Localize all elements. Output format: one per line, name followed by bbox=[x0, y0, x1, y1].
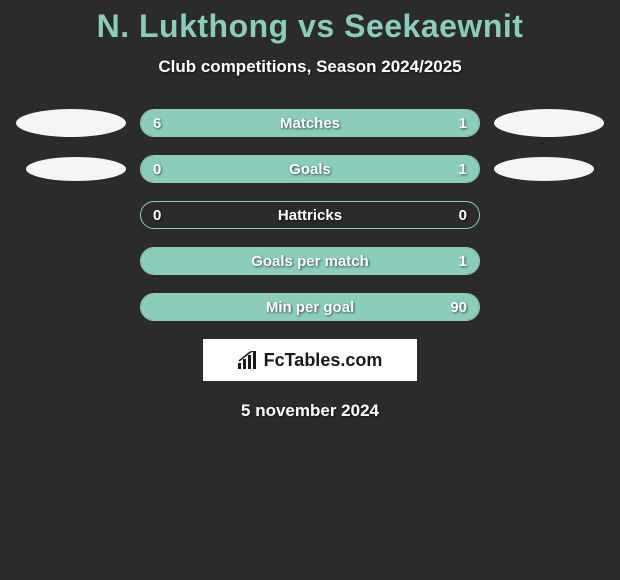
stat-row: 0Hattricks0 bbox=[0, 201, 620, 229]
chart-icon bbox=[238, 351, 260, 369]
page-title: N. Lukthong vs Seekaewnit bbox=[0, 8, 620, 45]
stat-bar: 0Goals1 bbox=[140, 155, 480, 183]
stat-bar: 6Matches1 bbox=[140, 109, 480, 137]
stat-value-right: 1 bbox=[459, 248, 467, 274]
stat-value-right: 1 bbox=[459, 156, 467, 182]
logo-box[interactable]: FcTables.com bbox=[203, 339, 417, 381]
stat-bar: Goals per match1 bbox=[140, 247, 480, 275]
stat-value-right: 90 bbox=[450, 294, 467, 320]
date-text: 5 november 2024 bbox=[0, 401, 620, 421]
player-left-badge bbox=[16, 109, 126, 137]
stat-label: Goals bbox=[141, 156, 479, 182]
subtitle: Club competitions, Season 2024/2025 bbox=[0, 57, 620, 77]
player-right-badge bbox=[494, 157, 594, 181]
stat-label: Hattricks bbox=[141, 202, 479, 228]
player-left-badge bbox=[26, 157, 126, 181]
stat-rows: 6Matches10Goals10Hattricks0Goals per mat… bbox=[0, 109, 620, 321]
stat-bar: 0Hattricks0 bbox=[140, 201, 480, 229]
stat-row: 0Goals1 bbox=[0, 155, 620, 183]
stat-row: Min per goal90 bbox=[0, 293, 620, 321]
player-right-badge bbox=[494, 109, 604, 137]
stat-row: 6Matches1 bbox=[0, 109, 620, 137]
stat-row: Goals per match1 bbox=[0, 247, 620, 275]
stat-label: Goals per match bbox=[141, 248, 479, 274]
logo-label: FcTables.com bbox=[264, 350, 383, 371]
comparison-container: N. Lukthong vs Seekaewnit Club competiti… bbox=[0, 0, 620, 421]
stat-label: Min per goal bbox=[141, 294, 479, 320]
logo-text: FcTables.com bbox=[238, 350, 383, 371]
stat-value-right: 1 bbox=[459, 110, 467, 136]
stat-value-right: 0 bbox=[459, 202, 467, 228]
stat-bar: Min per goal90 bbox=[140, 293, 480, 321]
stat-label: Matches bbox=[141, 110, 479, 136]
